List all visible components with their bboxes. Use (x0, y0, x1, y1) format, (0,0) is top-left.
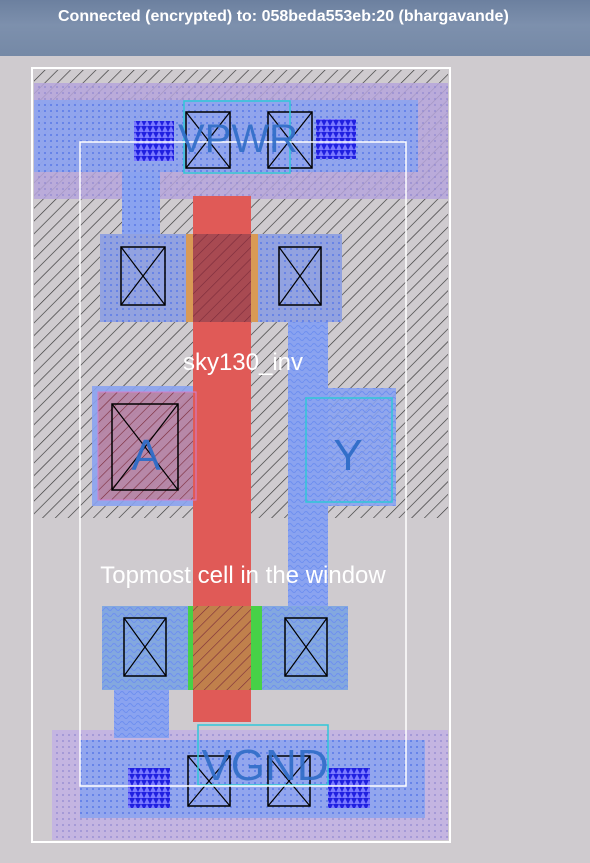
cell-bbox (31, 67, 451, 843)
poly-gate-nmos-hatch (193, 606, 251, 690)
a-pin-box (97, 391, 197, 501)
layout-svg[interactable]: VPWR VGND A Y sky130_inv Topmost cell in… (0, 56, 590, 863)
output-y-locali-waves (290, 388, 396, 506)
via-tile-bottom-left (128, 768, 170, 808)
vgnd-pin-box (197, 724, 329, 786)
vgnd-contact-right (267, 755, 311, 807)
pmos-drn-contact (278, 246, 322, 306)
output-y-label: Y (333, 431, 362, 480)
input-a-label: A (131, 431, 161, 480)
vgnd-label: VGND (201, 741, 328, 790)
nmos-src-contact (123, 617, 167, 677)
vpwr-pin-box (183, 100, 291, 174)
input-a-contact (111, 403, 179, 491)
subcell-bbox (79, 141, 407, 787)
nmos-src-strap-waves (114, 688, 169, 738)
cell-name-label: sky130_inv (183, 349, 303, 376)
via-tile-top-right (316, 119, 356, 159)
y-pin-box (305, 397, 393, 503)
vgnd-contact-left (187, 755, 231, 807)
pmos-src-locali-dots (100, 234, 186, 322)
pmos-drn-locali-dots (258, 234, 342, 322)
via-tile-top-left (134, 121, 174, 161)
vpwr-contact-left (185, 111, 231, 169)
window-note-label: Topmost cell in the window (100, 562, 386, 589)
vnc-title-bar: Connected (encrypted) to: 058beda553eb:2… (0, 0, 590, 57)
poly-gate-pmos-hatch (193, 234, 251, 322)
input-a-hatch (98, 392, 196, 500)
vpwr-label: VPWR (178, 117, 298, 161)
pmos-src-strap-dots (122, 172, 160, 238)
nmos-drn-contact (284, 617, 328, 677)
connection-title: Connected (encrypted) to: 058beda553eb:2… (58, 8, 509, 25)
via-tile-bottom-right (328, 768, 370, 808)
layout-canvas[interactable]: VPWR VGND A Y sky130_inv Topmost cell in… (0, 56, 590, 863)
pmos-src-contact (120, 246, 166, 306)
